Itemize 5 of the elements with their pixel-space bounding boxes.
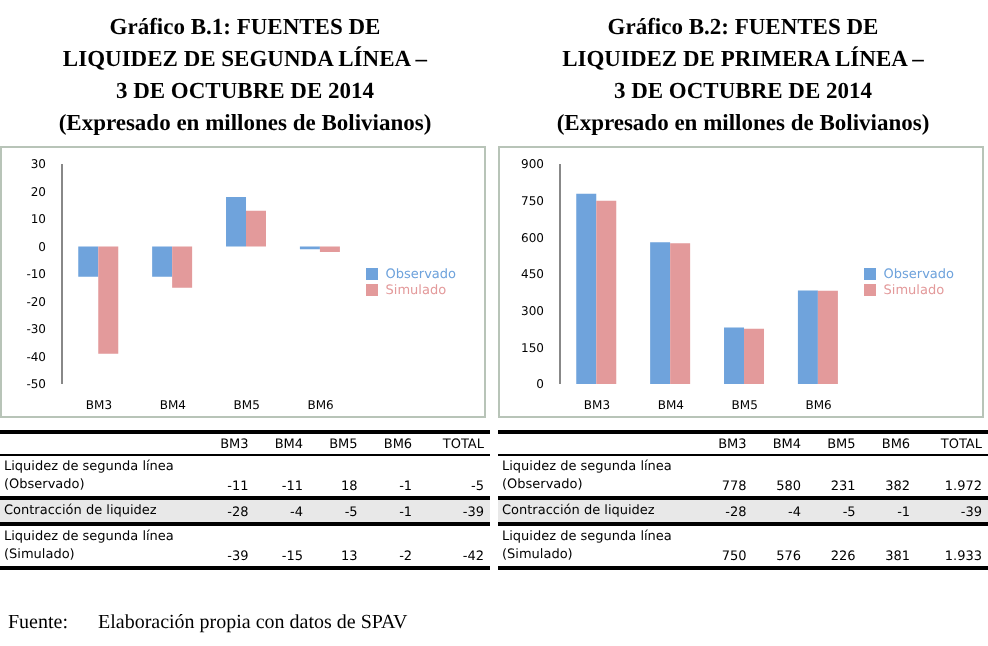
chart-subtitle: (Expresado en millones de Bolivianos) bbox=[554, 110, 932, 140]
chart-title: Gráfico B.1: FUENTES DE LIQUIDEZ DE SEGUNDA LÍNEA – 3 DE OCTUBRE DE 2014 bbox=[60, 14, 430, 108]
chart-title: Gráfico B.2: FUENTES DE LIQUIDEZ DE PRIMERA LÍNEA – 3 DE OCTUBRE DE 2014 bbox=[560, 14, 926, 108]
chart-subtitle: (Expresado en millones de Bolivianos) bbox=[56, 110, 434, 140]
source-note: Fuente: Elaboración propia con datos de SPAV bbox=[8, 612, 408, 634]
